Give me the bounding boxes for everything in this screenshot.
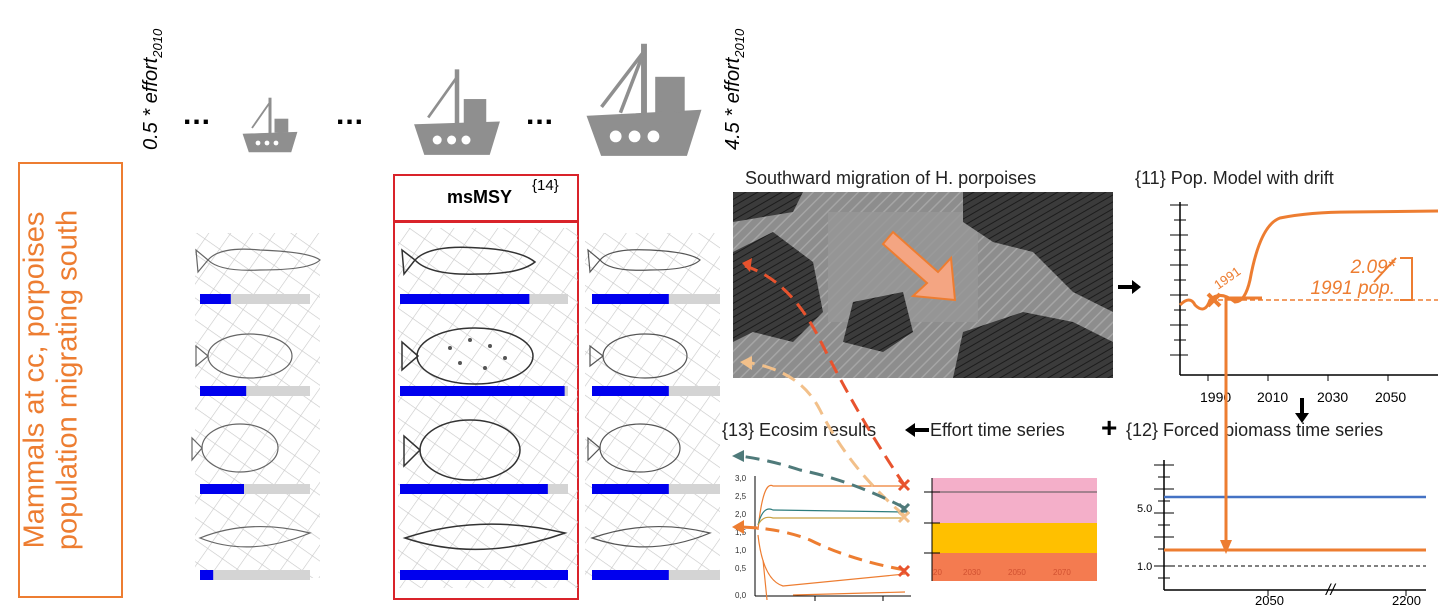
effort-xtick: 2030: [963, 568, 981, 577]
net-col2: [398, 228, 578, 588]
marker-x-icon: [1206, 292, 1222, 308]
ecosim-ytick: 3,0: [735, 474, 747, 483]
migration-arrow-icon: [881, 230, 957, 302]
pop-annotation-2: 1991 pop.: [1310, 278, 1395, 299]
bar-track: [200, 386, 310, 396]
bar-fill: [400, 570, 568, 580]
side-label-box: [18, 162, 123, 598]
ecosim-ytick: 1,0: [735, 546, 747, 555]
bar-fill: [592, 294, 669, 304]
bar-track: [200, 484, 310, 494]
bar-fill: [200, 570, 214, 580]
ecosim-ytick: 2,0: [735, 510, 747, 519]
bar-fill: [592, 484, 669, 494]
species-grid: [191, 228, 720, 588]
effort-xtick: 2050: [1008, 568, 1026, 577]
bar-fill: [200, 484, 244, 494]
ecosim-title: {13} Ecosim results: [722, 420, 877, 440]
pop-xtick-3: 2030: [1317, 389, 1348, 405]
fish-icons-col2: [401, 246, 568, 551]
migration-map: [733, 192, 1113, 378]
effort-xtick: 2070: [1053, 568, 1071, 577]
ellipsis-2: ...: [336, 98, 365, 131]
boat-icon-large: [586, 43, 702, 156]
bar-fill: [200, 294, 231, 304]
forced-xtick-1: 2050: [1255, 593, 1284, 605]
arrow-right-icon: [1118, 280, 1141, 294]
effort-ts-chart: 20 2030 2050 2070: [924, 478, 1097, 581]
fish-icons-col1: [191, 248, 321, 548]
bar-fill: [400, 294, 530, 304]
ellipsis-1: ...: [183, 98, 212, 131]
boat-icon-small: [242, 97, 298, 153]
drift-link-line: [1224, 296, 1262, 540]
msmsy-label: msMSY: [447, 187, 513, 207]
plus-sign: +: [1101, 412, 1118, 443]
pop-model-title: {11} Pop. Model with drift: [1135, 168, 1334, 188]
forced-ytick-5: 5.0: [1137, 503, 1152, 515]
forced-ytick-1: 1.0: [1137, 561, 1152, 573]
msmsy-ref: {14}: [532, 177, 559, 194]
pop-xtick-4: 2050: [1375, 389, 1406, 405]
effort-xtick: 20: [933, 568, 942, 577]
pop-xtick-1: 1990: [1200, 389, 1231, 405]
ecosim-ytick: 0,0: [735, 591, 747, 600]
map-title: Southward migration of H. porpoises: [745, 168, 1037, 188]
bar-track: [200, 570, 310, 580]
coast-dark-s: [953, 312, 1113, 378]
bar-fill: [400, 484, 548, 494]
catch-bars: [200, 294, 720, 580]
forced-chart: 5.0 1.0 2050 // 2200: [1137, 460, 1426, 605]
bar-track: [200, 294, 310, 304]
coast-dark-ne: [963, 192, 1113, 312]
forced-title: {12} Forced biomass time series: [1126, 420, 1384, 440]
bar-fill: [592, 386, 669, 396]
pop-annotation-1: 2.09*: [1350, 257, 1396, 278]
bar-fill: [200, 386, 247, 396]
bar-fill: [592, 570, 669, 580]
net-col1: [195, 233, 320, 578]
arrow-down-icon: [1295, 398, 1309, 423]
ecosim-ytick: 0,5: [735, 564, 747, 573]
fish-spots-col2: [448, 338, 507, 370]
net-col3: [585, 233, 720, 578]
forced-break: //: [1325, 582, 1336, 599]
ecosim-chart: 3,0 2,5 2,0 1,5 1,0 0,5 0,0: [735, 474, 911, 601]
boat-icon-medium: [414, 69, 500, 155]
ecosim-ytick: 1,5: [735, 528, 747, 537]
pop-model-chart: 1991 2.09* 1991 pop. 1990 2010 2030 2050: [1170, 202, 1439, 405]
ecosim-ytick: 2,5: [735, 492, 747, 501]
bar-fill: [400, 386, 565, 396]
arrow-left-icon: [905, 423, 929, 437]
coast-dark-w: [733, 232, 823, 342]
pop-bracket: [1400, 257, 1413, 301]
effort-ts-title: Effort time series: [930, 420, 1065, 440]
coast-dark-center: [843, 292, 913, 352]
fish-icons-col3: [587, 248, 712, 548]
pop-xtick-2: 2010: [1257, 389, 1288, 405]
forced-xtick-2: 2200: [1392, 593, 1421, 605]
ellipsis-3: ...: [526, 98, 555, 131]
